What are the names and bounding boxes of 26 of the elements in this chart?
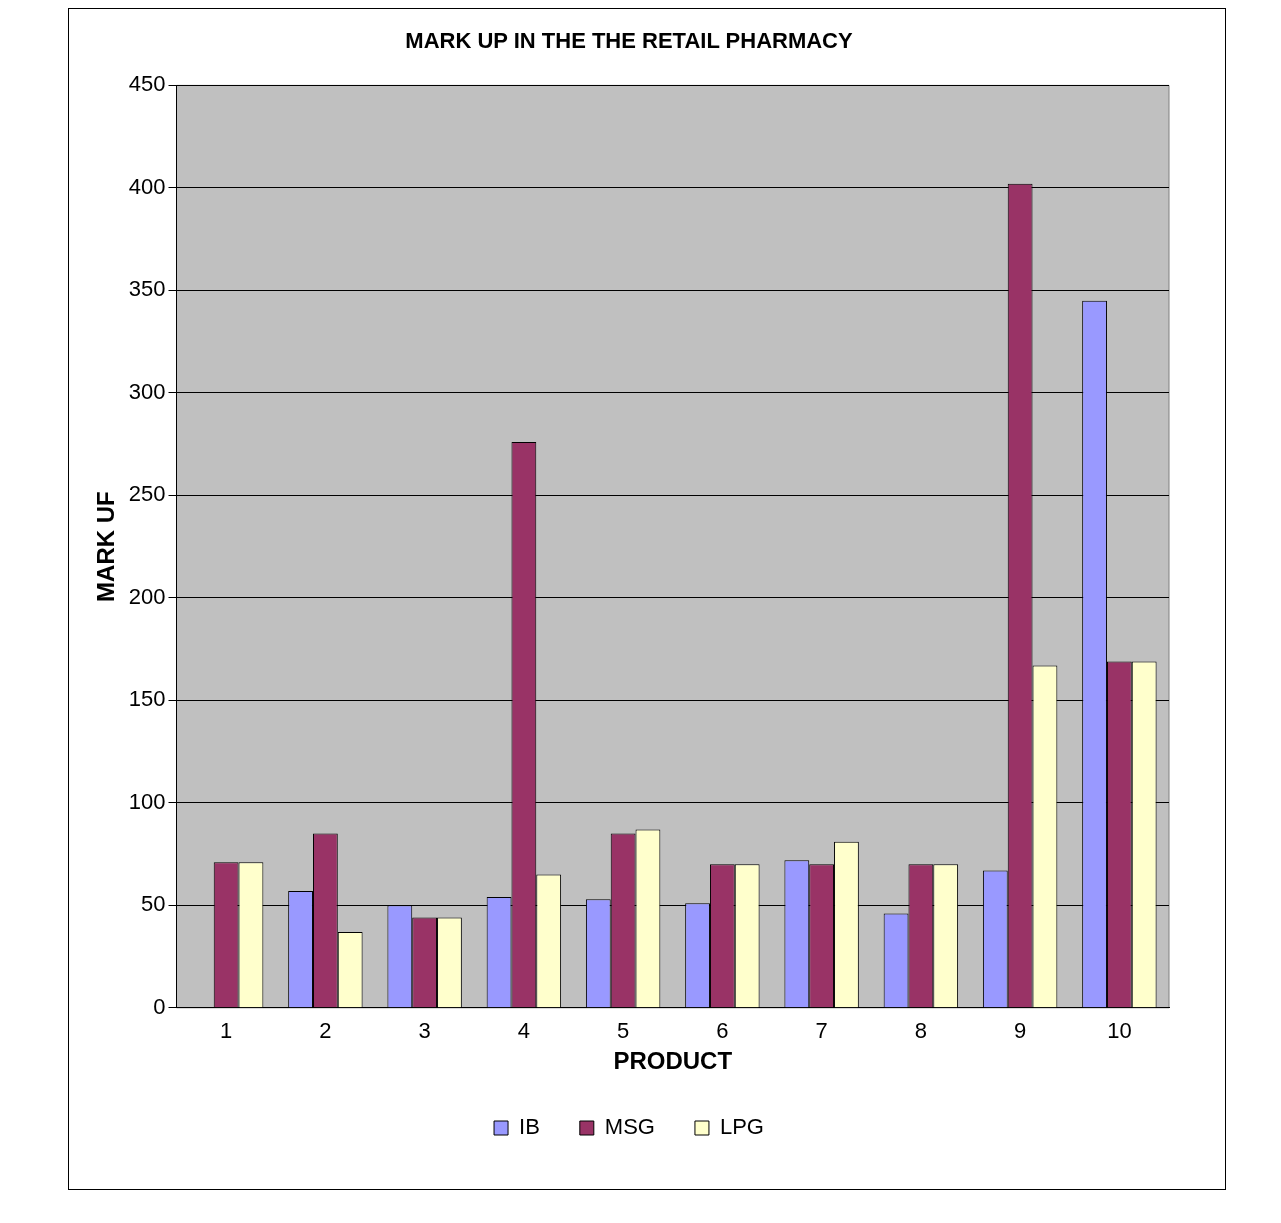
x-tick-label: 1 — [220, 1018, 233, 1044]
x-axis-title: PRODUCT — [613, 1047, 733, 1075]
x-tick-label: 3 — [418, 1018, 431, 1044]
x-tick-label: 8 — [914, 1018, 927, 1044]
y-tick-label: 150 — [128, 686, 166, 712]
y-tick-label: 300 — [128, 378, 166, 404]
y-tick-label: 200 — [128, 583, 166, 609]
legend-label: IB — [519, 1114, 540, 1140]
y-tick-label: 400 — [128, 173, 166, 199]
legend-label: LPG — [719, 1114, 764, 1140]
y-tick-label: 50 — [141, 891, 166, 917]
x-tick-label: 5 — [617, 1018, 630, 1044]
x-tick-label: 2 — [319, 1018, 332, 1044]
y-tick-label: 0 — [153, 993, 166, 1019]
x-tick-label: 4 — [517, 1018, 530, 1044]
x-tick-label: 9 — [1014, 1018, 1027, 1044]
legend-label: MSG — [604, 1114, 655, 1140]
chart-title: MARK UP IN THE THE RETAIL PHARMACY — [405, 28, 853, 54]
y-tick-label: 350 — [128, 276, 166, 302]
y-tick-label: 250 — [128, 481, 166, 507]
x-tick-label: 7 — [815, 1018, 828, 1044]
x-tick-label: 10 — [1107, 1018, 1132, 1044]
x-tick-label: 6 — [716, 1018, 729, 1044]
y-tick-label: 100 — [128, 788, 166, 814]
y-axis-title: MARK UF — [92, 491, 120, 602]
y-tick-label: 450 — [128, 71, 166, 97]
